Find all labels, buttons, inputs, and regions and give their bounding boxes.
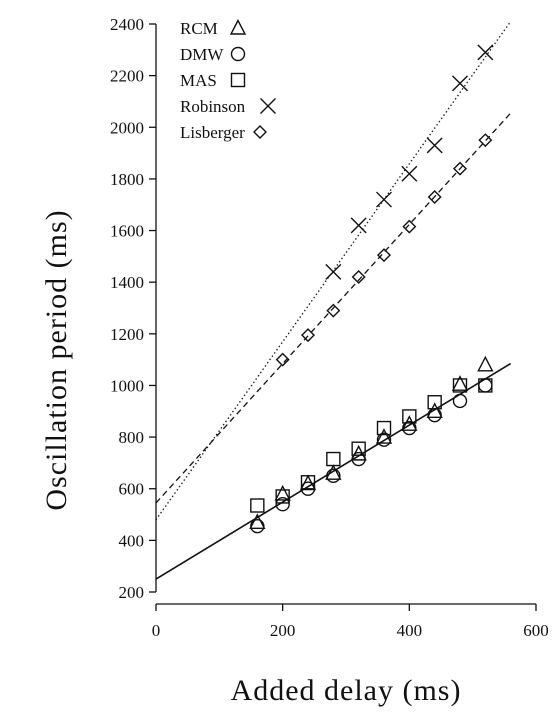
legend-label-mas: MAS bbox=[180, 71, 217, 90]
point-mas bbox=[427, 395, 442, 410]
point-robinson bbox=[350, 217, 367, 234]
point-mas bbox=[275, 489, 290, 504]
fit-line-dashed bbox=[155, 112, 512, 504]
point-lisberger bbox=[402, 219, 417, 234]
point-lisberger bbox=[351, 270, 366, 285]
x-tick-label: 0 bbox=[152, 621, 161, 640]
point-rcm bbox=[426, 402, 443, 418]
y-tick-label: 1600 bbox=[110, 222, 144, 241]
point-robinson bbox=[426, 137, 443, 154]
point-lisberger bbox=[275, 352, 290, 367]
point-lisberger bbox=[301, 328, 315, 343]
x-tick-label: 400 bbox=[397, 621, 423, 640]
point-lisberger bbox=[453, 161, 467, 176]
legend-marker-dmw bbox=[230, 46, 246, 62]
y-tick-label: 600 bbox=[119, 480, 145, 499]
y-tick-label: 1200 bbox=[110, 325, 144, 344]
y-tick-label: 400 bbox=[119, 531, 145, 550]
legend-label-robinson: Robinson bbox=[180, 97, 246, 116]
data-points bbox=[249, 44, 494, 534]
point-rcm bbox=[325, 464, 342, 480]
point-mas bbox=[250, 498, 265, 513]
point-dmw bbox=[326, 468, 341, 484]
point-mas bbox=[300, 475, 316, 490]
point-mas bbox=[351, 441, 366, 456]
legend-marker-lisberger bbox=[253, 125, 267, 139]
point-rcm bbox=[249, 513, 266, 529]
y-axis-title: Oscillation period (ms) bbox=[40, 209, 73, 510]
point-dmw bbox=[351, 451, 366, 467]
point-robinson bbox=[477, 44, 494, 61]
point-dmw bbox=[478, 378, 493, 393]
point-lisberger bbox=[377, 248, 391, 263]
y-tick-label: 2000 bbox=[110, 118, 144, 137]
point-mas bbox=[478, 378, 493, 393]
legend: RCM DMW MAS Robinson Lisberger bbox=[180, 18, 276, 142]
point-dmw bbox=[376, 432, 392, 447]
point-dmw bbox=[452, 393, 468, 409]
point-dmw bbox=[275, 497, 290, 512]
point-mas bbox=[452, 378, 468, 393]
point-rcm bbox=[477, 355, 494, 372]
y-tick-label: 1000 bbox=[110, 376, 144, 395]
point-robinson bbox=[376, 191, 392, 208]
legend-marker-rcm bbox=[229, 18, 247, 35]
y-tick-label: 1400 bbox=[110, 273, 144, 292]
y-tick-label: 200 bbox=[119, 583, 145, 602]
point-robinson bbox=[401, 165, 418, 182]
x-tick-label: 600 bbox=[523, 621, 549, 640]
point-rcm bbox=[274, 484, 291, 501]
legend-label-rcm: RCM bbox=[180, 19, 218, 38]
x-tick-label: 200 bbox=[270, 621, 296, 640]
point-dmw bbox=[250, 518, 265, 534]
legend-marker-mas bbox=[230, 72, 246, 88]
point-robinson bbox=[325, 263, 342, 280]
y-tick-label: 2400 bbox=[110, 15, 144, 34]
point-rcm bbox=[451, 375, 469, 391]
y-tick-label: 800 bbox=[119, 428, 145, 447]
fit-line-solid bbox=[155, 362, 512, 580]
axes: 2004006008001000120014001600180020002200… bbox=[110, 15, 549, 640]
y-tick-label: 2200 bbox=[110, 67, 144, 86]
y-tick-label: 1800 bbox=[110, 170, 144, 189]
legend-label-dmw: DMW bbox=[180, 45, 224, 64]
point-robinson bbox=[452, 75, 468, 92]
point-mas bbox=[376, 420, 392, 436]
point-dmw bbox=[402, 420, 417, 436]
point-lisberger bbox=[326, 303, 341, 318]
point-lisberger bbox=[427, 189, 442, 204]
point-mas bbox=[402, 409, 417, 424]
legend-label-lisberger: Lisberger bbox=[180, 123, 245, 142]
point-mas bbox=[326, 451, 341, 467]
point-lisberger bbox=[478, 133, 493, 148]
x-axis-title: Added delay (ms) bbox=[231, 674, 462, 707]
legend-marker-robinson bbox=[260, 98, 276, 114]
fit-lines bbox=[155, 21, 512, 580]
point-rcm bbox=[375, 428, 393, 444]
